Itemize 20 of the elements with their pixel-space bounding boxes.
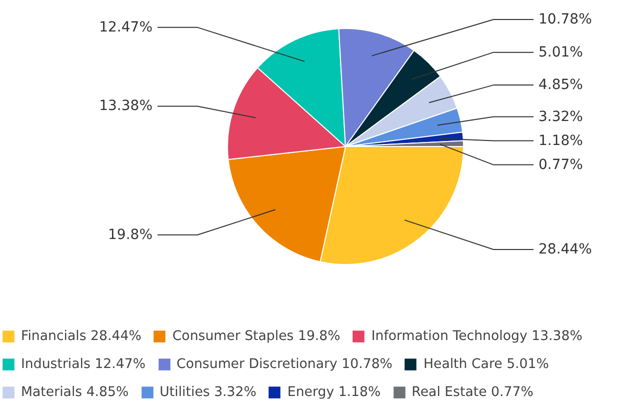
legend-label: Consumer Discretionary 10.78% (176, 356, 392, 372)
data-label: 13.38% (99, 98, 153, 114)
data-label: 4.85% (538, 77, 583, 94)
legend-label: Financials 28.44% (21, 328, 142, 344)
legend-label: Energy 1.18% (287, 384, 381, 400)
data-label: 1.18% (538, 132, 583, 149)
data-label: 0.77% (538, 156, 583, 173)
data-label: 19.8% (108, 226, 153, 243)
legend-label: Industrials 12.47% (21, 356, 146, 372)
data-label: 5.01% (538, 44, 583, 60)
data-label: 28.44% (538, 241, 592, 258)
data-label: 12.47% (99, 19, 153, 36)
legend-label: Health Care 5.01% (423, 356, 549, 372)
legend-label: Utilities 3.32% (160, 384, 256, 400)
data-label: 3.32% (538, 108, 583, 125)
data-label: 10.78% (538, 12, 592, 28)
legend-label: Real Estate 0.77% (412, 384, 534, 400)
legend-label: Consumer Staples 19.8% (172, 328, 340, 344)
legend-label: Information Technology 13.38% (371, 328, 582, 344)
legend-label: Materials 4.85% (21, 384, 129, 400)
